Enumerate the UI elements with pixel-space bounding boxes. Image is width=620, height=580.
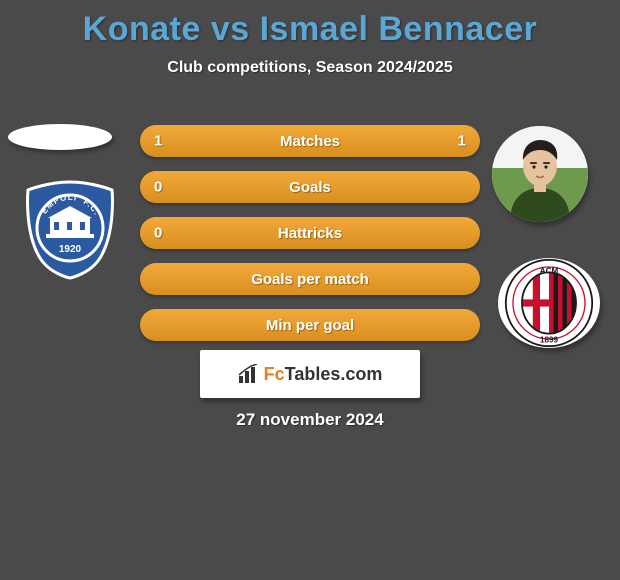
stat-row-hattricks: 0 Hattricks [140,217,480,249]
page-title: Konate vs Ismael Bennacer [0,0,620,49]
snapshot-date: 27 november 2024 [0,410,620,430]
club-crest-right: ACM 1899 [498,258,600,348]
player-left-headshot [8,124,112,150]
stat-left-value: 0 [154,225,162,242]
stats-list: 1 Matches 1 0 Goals 0 Hattricks Goals pe… [140,125,480,341]
stat-label: Goals [289,179,331,196]
stat-label: Matches [280,133,340,150]
stat-left-value: 0 [154,179,162,196]
stat-row-goals: 0 Goals [140,171,480,203]
bar-chart-icon [238,364,260,384]
crest-year-right: 1899 [540,336,558,345]
stat-label: Hattricks [278,225,342,242]
club-crest-left: EMPOLI F.C. 1920 [20,180,120,280]
stat-label: Min per goal [266,317,354,334]
player-right-headshot [492,126,588,222]
brand-link[interactable]: FcTables.com [200,350,420,398]
svg-text:ACM: ACM [540,266,559,275]
page-subtitle: Club competitions, Season 2024/2025 [0,59,620,77]
stat-right-value: 1 [458,133,466,150]
stat-label: Goals per match [251,271,369,288]
brand-prefix: Fc [264,364,285,384]
brand-suffix: Tables.com [285,364,383,384]
brand-text: FcTables.com [264,364,383,385]
stat-row-gpm: Goals per match [140,263,480,295]
stat-row-matches: 1 Matches 1 [140,125,480,157]
stat-row-mpg: Min per goal [140,309,480,341]
crest-year-left: 1920 [59,244,82,255]
stat-left-value: 1 [154,133,162,150]
